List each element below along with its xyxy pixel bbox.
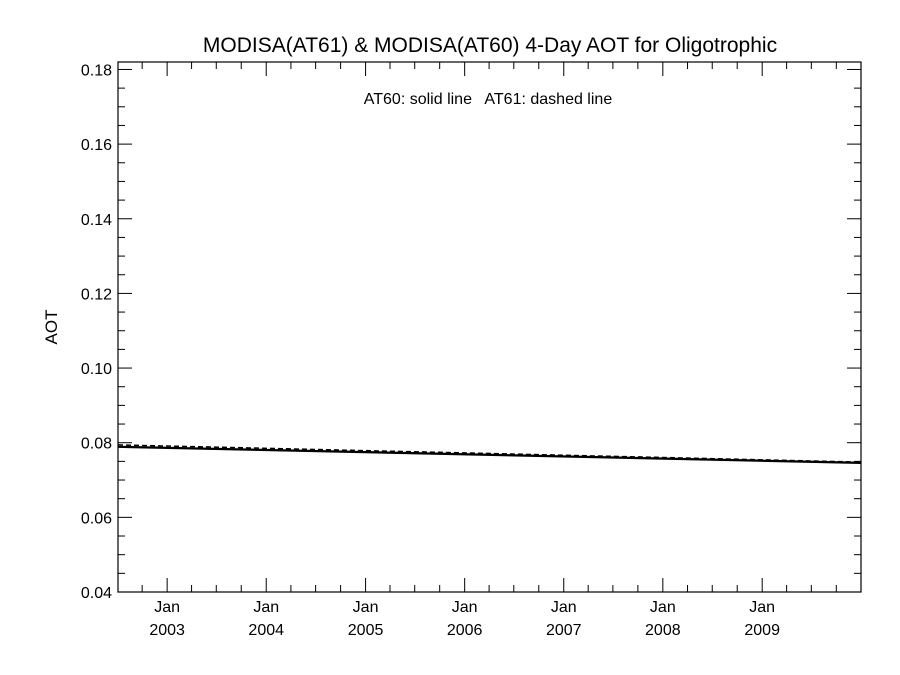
y-tick-label: 0.08 [81, 436, 112, 453]
y-tick-label: 0.12 [81, 286, 112, 303]
x-tick-label-year: 2006 [447, 622, 483, 639]
x-tick-label-year: 2009 [744, 622, 780, 639]
x-tick-label-year: 2004 [248, 622, 284, 639]
series-line-at61 [117, 444, 862, 463]
x-tick-label-year: 2005 [348, 622, 384, 639]
y-tick-label: 0.16 [81, 137, 112, 154]
y-tick-label: 0.10 [81, 361, 112, 378]
x-tick-label-month: Jan [154, 599, 180, 616]
axes: 0.04 0.06 0.08 0.10 0.12 0.14 0.16 0.18 Jan 2003 J… [81, 61, 862, 639]
line-style-annotation: AT60: solid line AT61: dashed line [364, 91, 613, 108]
y-tick-label: 0.14 [81, 212, 112, 229]
x-tick-label-month: Jan [253, 599, 279, 616]
series-line-at60 [117, 445, 862, 464]
x-tick-label-month: Jan [353, 599, 379, 616]
y-tick-label: 0.04 [81, 585, 112, 602]
x-tick-label-year: 2008 [645, 622, 681, 639]
x-tick-label-month: Jan [452, 599, 478, 616]
y-axis-label: AOT [42, 310, 61, 345]
x-tick-label-month: Jan [749, 599, 775, 616]
y-tick-label: 0.06 [81, 510, 112, 527]
chart-title: MODISA(AT61) & MODISA(AT60) 4-Day AOT fo… [203, 34, 777, 57]
series-lines [117, 444, 862, 464]
y-tick-label: 0.18 [81, 62, 112, 79]
x-tick-label-month: Jan [551, 599, 577, 616]
plot-frame [117, 61, 862, 593]
x-tick-label-year: 2007 [546, 622, 582, 639]
x-tick-label-year: 2003 [149, 622, 185, 639]
x-tick-label-month: Jan [650, 599, 676, 616]
